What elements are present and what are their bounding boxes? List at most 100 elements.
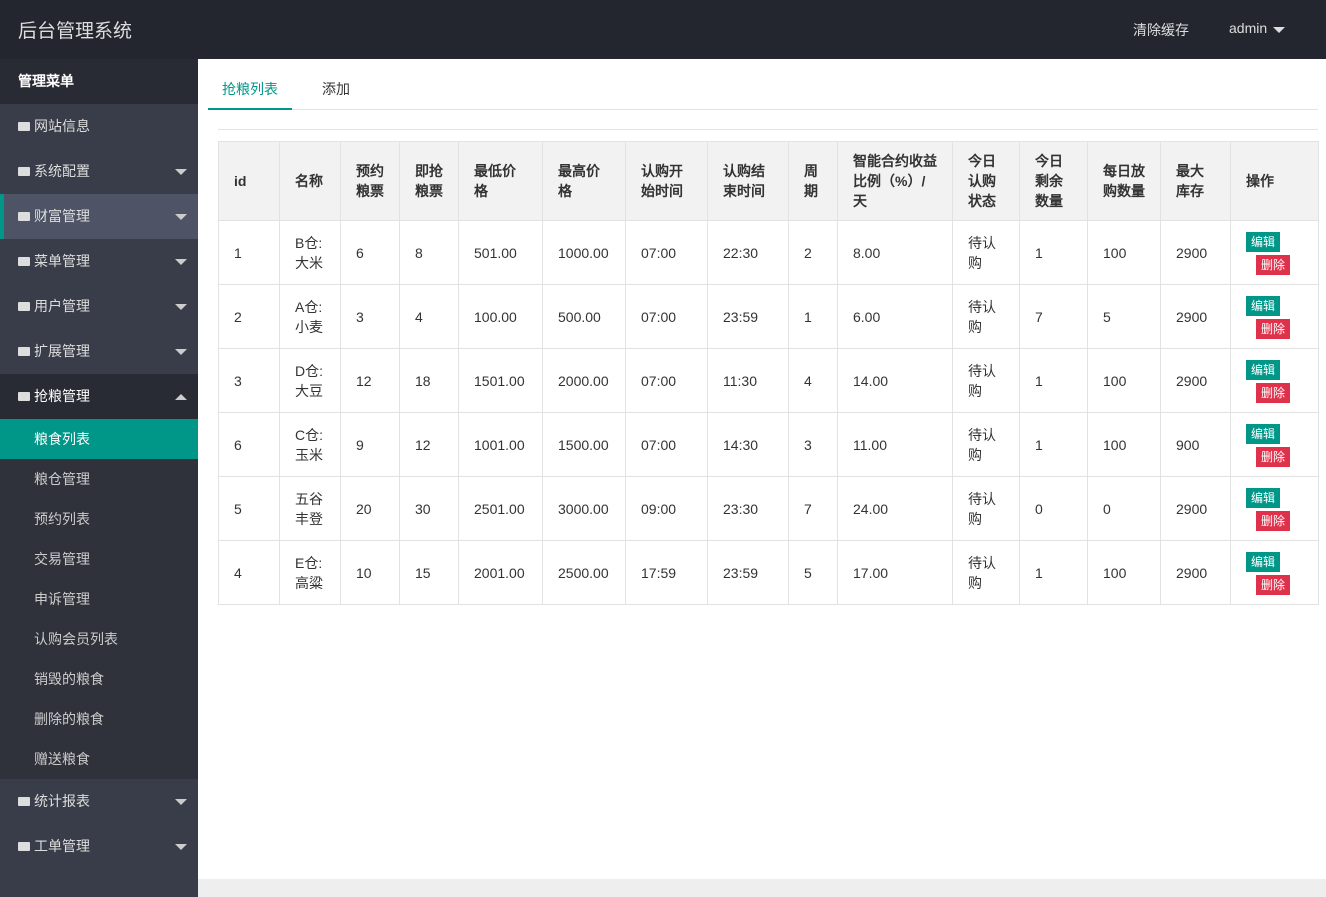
cell: 100 <box>1087 220 1161 285</box>
submenu-item[interactable]: 认购会员列表 <box>0 619 198 659</box>
cell: 23:59 <box>707 284 789 349</box>
cell: E仓:高粱 <box>279 540 341 605</box>
menu-title: 管理菜单 <box>0 59 198 104</box>
cell: 17:59 <box>625 540 708 605</box>
menu-item[interactable]: 财富管理 <box>0 194 198 239</box>
cell: 07:00 <box>625 220 708 285</box>
column-header: 操作 <box>1230 141 1319 221</box>
cell: 待认购 <box>952 540 1020 605</box>
cell: 500.00 <box>542 284 626 349</box>
delete-button[interactable]: 删除 <box>1256 510 1291 531</box>
column-header: 认购开始时间 <box>625 141 708 221</box>
delete-button[interactable]: 删除 <box>1256 382 1291 403</box>
menu-icon <box>18 797 30 806</box>
menu-icon <box>18 347 30 356</box>
cell: 0 <box>1087 476 1161 541</box>
menu-arrow <box>175 214 187 226</box>
actions-cell: 编辑 删除 <box>1230 476 1319 541</box>
menu-arrow <box>175 169 187 181</box>
cell: 6 <box>218 412 280 477</box>
column-header: 周期 <box>788 141 838 221</box>
cell: 5 <box>788 540 838 605</box>
column-header: id <box>218 141 280 221</box>
cell: 1 <box>788 284 838 349</box>
delete-button[interactable]: 删除 <box>1256 574 1291 595</box>
column-header: 预约粮票 <box>340 141 400 221</box>
submenu-item[interactable]: 申诉管理 <box>0 579 198 619</box>
cell: 07:00 <box>625 412 708 477</box>
user-caret <box>1273 27 1285 39</box>
cell: 待认购 <box>952 220 1020 285</box>
cell: 0 <box>1019 476 1088 541</box>
cell: 1 <box>1019 540 1088 605</box>
user-menu[interactable]: admin <box>1229 20 1268 36</box>
submenu-item[interactable]: 销毁的粮食 <box>0 659 198 699</box>
edit-button[interactable]: 编辑 <box>1246 487 1281 508</box>
edit-button[interactable]: 编辑 <box>1246 423 1281 444</box>
actions-cell: 编辑 删除 <box>1230 284 1319 349</box>
cell: 2501.00 <box>458 476 543 541</box>
edit-button[interactable]: 编辑 <box>1246 551 1281 572</box>
menu-icon <box>18 842 30 851</box>
submenu-item[interactable]: 交易管理 <box>0 539 198 579</box>
delete-button[interactable]: 删除 <box>1256 318 1291 339</box>
menu-arrow <box>175 799 187 811</box>
menu-item[interactable]: 抢粮管理 <box>0 374 198 419</box>
edit-button[interactable]: 编辑 <box>1246 295 1281 316</box>
menu-item[interactable]: 用户管理 <box>0 284 198 329</box>
menu-item[interactable]: 菜单管理 <box>0 239 198 284</box>
tab[interactable]: 抢粮列表 <box>208 69 292 110</box>
menu-label: 扩展管理 <box>34 343 90 359</box>
menu-arrow <box>175 388 187 400</box>
cell: 09:00 <box>625 476 708 541</box>
delete-button[interactable]: 删除 <box>1256 254 1291 275</box>
column-header: 最高价格 <box>542 141 626 221</box>
footer <box>198 879 1326 897</box>
cell: 2500.00 <box>542 540 626 605</box>
cell: 15 <box>399 540 459 605</box>
cell: 23:59 <box>707 540 789 605</box>
cell: 2900 <box>1160 220 1231 285</box>
submenu-item[interactable]: 预约列表 <box>0 499 198 539</box>
clear-cache-link[interactable]: 清除缓存 <box>1133 22 1189 38</box>
divider <box>218 129 1318 130</box>
menu-label: 用户管理 <box>34 298 90 314</box>
actions-cell: 编辑 删除 <box>1230 412 1319 477</box>
cell: 8.00 <box>837 220 953 285</box>
submenu-item[interactable]: 粮食列表 <box>0 419 198 459</box>
menu-item[interactable]: 统计报表 <box>0 779 198 824</box>
submenu-item[interactable]: 删除的粮食 <box>0 699 198 739</box>
cell: 17.00 <box>837 540 953 605</box>
cell: 100 <box>1087 412 1161 477</box>
menu-icon <box>18 392 30 401</box>
cell: 22:30 <box>707 220 789 285</box>
cell: 900 <box>1160 412 1231 477</box>
tab[interactable]: 添加 <box>322 81 350 97</box>
cell: 1500.00 <box>542 412 626 477</box>
menu-item[interactable]: 系统配置 <box>0 149 198 194</box>
column-header: 名称 <box>279 141 341 221</box>
menu-item[interactable]: 工单管理 <box>0 824 198 869</box>
cell: 12 <box>399 412 459 477</box>
cell: 100 <box>1087 348 1161 413</box>
cell: 2900 <box>1160 540 1231 605</box>
cell: 2000.00 <box>542 348 626 413</box>
edit-button[interactable]: 编辑 <box>1246 231 1281 252</box>
cell: 待认购 <box>952 412 1020 477</box>
cell: 2900 <box>1160 284 1231 349</box>
delete-button[interactable]: 删除 <box>1256 446 1291 467</box>
cell: 3 <box>788 412 838 477</box>
cell: 1000.00 <box>542 220 626 285</box>
table-row: 1 B仓:大米 6 8 501.00 1000.00 07:00 22:30 2 8.00 待认购 1… <box>218 220 1319 285</box>
table-row: 6 C仓:玉米 9 12 1001.00 1500.00 07:00 14:30 3 11.00 待… <box>218 412 1319 477</box>
cell: 2 <box>788 220 838 285</box>
submenu-item[interactable]: 赠送粮食 <box>0 739 198 779</box>
cell: 30 <box>399 476 459 541</box>
cell: B仓:大米 <box>279 220 341 285</box>
cell: 2900 <box>1160 476 1231 541</box>
submenu-item[interactable]: 粮仓管理 <box>0 459 198 499</box>
menu-item[interactable]: 网站信息 <box>0 104 198 149</box>
edit-button[interactable]: 编辑 <box>1246 359 1281 380</box>
menu-arrow <box>175 259 187 271</box>
menu-item[interactable]: 扩展管理 <box>0 329 198 374</box>
